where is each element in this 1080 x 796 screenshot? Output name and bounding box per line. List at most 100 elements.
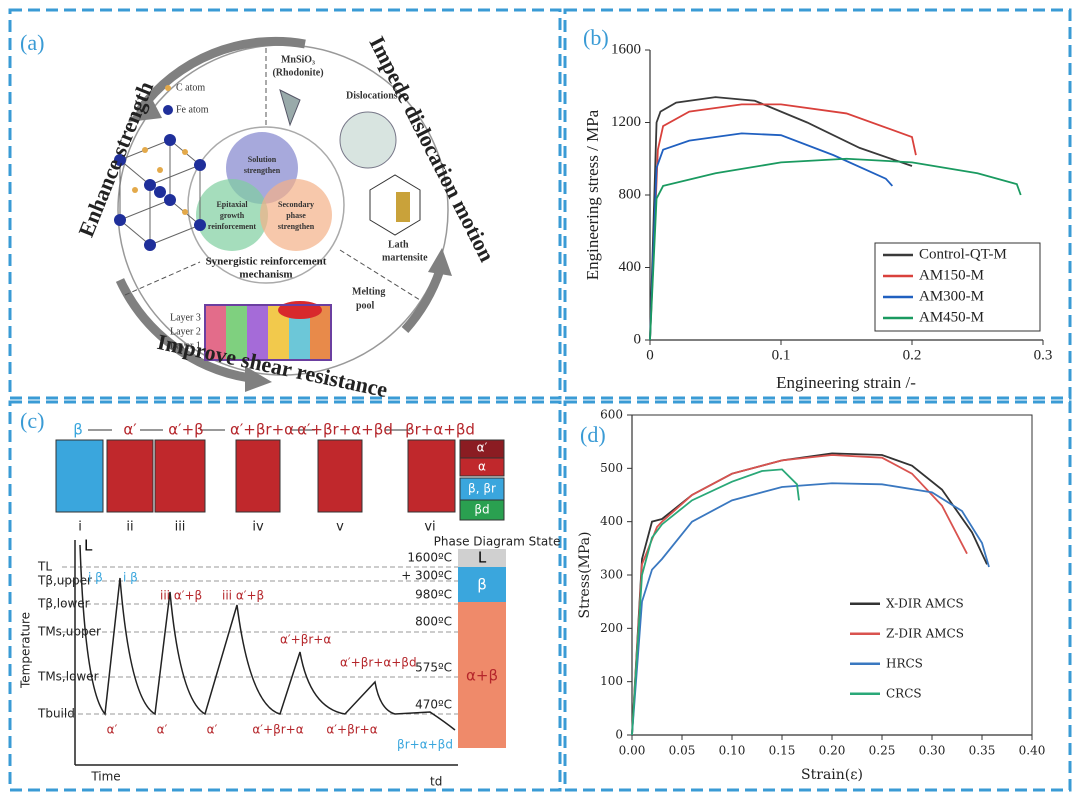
arc-arrowhead xyxy=(245,366,272,392)
series-line xyxy=(649,157,1022,341)
layer-label: Layer 2 xyxy=(170,326,201,337)
panel-label: (d) xyxy=(580,422,606,447)
legend-label: X-DIR AMCS xyxy=(886,596,964,610)
x-tick-label: 0.15 xyxy=(769,744,796,758)
lattice-edge xyxy=(149,224,201,246)
fe-atom xyxy=(114,214,126,226)
x-tick-label: 0.2 xyxy=(903,347,922,363)
micro-box xyxy=(55,439,104,513)
y-tick-label: 300 xyxy=(600,568,623,582)
legend-label: AM300-M xyxy=(919,288,984,304)
legend-label: βd xyxy=(474,503,489,517)
note: α′ xyxy=(207,723,218,737)
panel-frame xyxy=(8,400,562,792)
y-tick-label: 500 xyxy=(600,461,623,475)
note: iii α′+β xyxy=(160,589,202,603)
pool-grain xyxy=(205,305,226,360)
venn xyxy=(196,179,268,251)
temp: 470ºC xyxy=(415,698,452,712)
arc-arrow xyxy=(401,268,445,334)
level: Tβ,upper xyxy=(37,574,92,588)
c-atom xyxy=(182,209,188,215)
stage: v xyxy=(336,520,344,535)
panel-label: (b) xyxy=(583,25,609,50)
y-tick-label: 400 xyxy=(600,514,623,528)
phase-seq: α′+βr+α+βd xyxy=(297,421,393,439)
label: L xyxy=(84,537,93,555)
micro-box xyxy=(154,439,206,513)
center-label: mechanism xyxy=(239,269,292,281)
temp: 800ºC xyxy=(415,615,452,629)
label: td xyxy=(430,775,442,789)
phase-seq: α′+βr+α xyxy=(230,421,294,439)
label: (Rhodonite) xyxy=(272,67,323,78)
axis-label: Time xyxy=(90,770,120,784)
fe-atom xyxy=(154,186,166,198)
fe-atom xyxy=(114,154,126,166)
x-tick-label: 0.1 xyxy=(772,347,791,363)
temp: + 300ºC xyxy=(401,569,452,583)
legend-label: AM150-M xyxy=(919,267,984,283)
legend-label: Z-DIR AMCS xyxy=(886,626,964,640)
note: i β xyxy=(123,571,138,585)
y-tick-label: 100 xyxy=(600,674,623,688)
x-tick-label: 0.10 xyxy=(719,744,746,758)
x-tick-label: 0.00 xyxy=(619,744,646,758)
level: TL xyxy=(37,560,52,574)
panel-label: (c) xyxy=(20,408,44,433)
label: pool xyxy=(356,300,375,311)
series-line xyxy=(649,103,917,341)
fe-atom xyxy=(194,219,206,231)
fe-atom xyxy=(144,239,156,251)
legend-label: α′ xyxy=(477,441,488,455)
panel-frame xyxy=(8,8,562,400)
x-tick-label: 0.05 xyxy=(669,744,696,758)
level: TMs,lower xyxy=(37,670,99,684)
note: α′+βr+α+βd xyxy=(340,656,417,670)
fe-atom xyxy=(164,134,176,146)
label: martensite xyxy=(382,252,428,263)
micro-box xyxy=(407,439,456,513)
decorations xyxy=(8,8,1072,792)
lattice-edge xyxy=(119,159,151,186)
y-tick-label: 1600 xyxy=(611,41,641,57)
panel-label: (a) xyxy=(20,30,44,55)
x-tick-label: 0.25 xyxy=(869,744,896,758)
legend-label: Control-QT-M xyxy=(919,246,1007,262)
venn-label: Secondary xyxy=(278,200,314,209)
temp: 575ºC xyxy=(415,661,452,675)
venn-label: strengthen xyxy=(244,166,281,175)
x-axis-title: Strain(ε) xyxy=(801,767,863,783)
phase-region: α+β xyxy=(466,667,498,685)
divider xyxy=(124,261,201,296)
stage: vi xyxy=(424,520,435,535)
arc-arrow xyxy=(115,278,251,383)
micro-box xyxy=(235,439,281,513)
label: Dislocations xyxy=(346,90,398,101)
c-atom xyxy=(157,167,163,173)
phase-seq: α′+β xyxy=(168,421,203,439)
phase-title: Phase Diagram State xyxy=(434,535,561,549)
lattice-edge xyxy=(119,219,151,246)
label: MnSiO₃ xyxy=(281,54,315,65)
venn-label: strengthen xyxy=(278,222,315,231)
micro-box xyxy=(317,439,363,513)
melt-pool xyxy=(278,301,322,319)
x-axis-title: Engineering strain /- xyxy=(776,373,916,392)
note: α′ xyxy=(157,723,168,737)
y-tick-label: 0 xyxy=(615,728,623,742)
atom-label: Fe atom xyxy=(176,104,209,115)
lattice-edge xyxy=(149,164,201,186)
y-tick-label: 1200 xyxy=(611,114,641,130)
note: iii α′+β xyxy=(222,589,264,603)
axis-label: Temperature xyxy=(19,612,33,689)
series-line xyxy=(649,132,894,341)
x-tick-label: 0.40 xyxy=(1019,744,1046,758)
note: α′+βr+α xyxy=(280,633,331,647)
y-tick-label: 800 xyxy=(619,186,642,202)
venn-label: Solution xyxy=(248,155,277,164)
pool-grain xyxy=(268,305,289,360)
note: α′+βr+α xyxy=(252,723,303,737)
note: α′ xyxy=(107,723,118,737)
stage: ii xyxy=(126,520,133,535)
